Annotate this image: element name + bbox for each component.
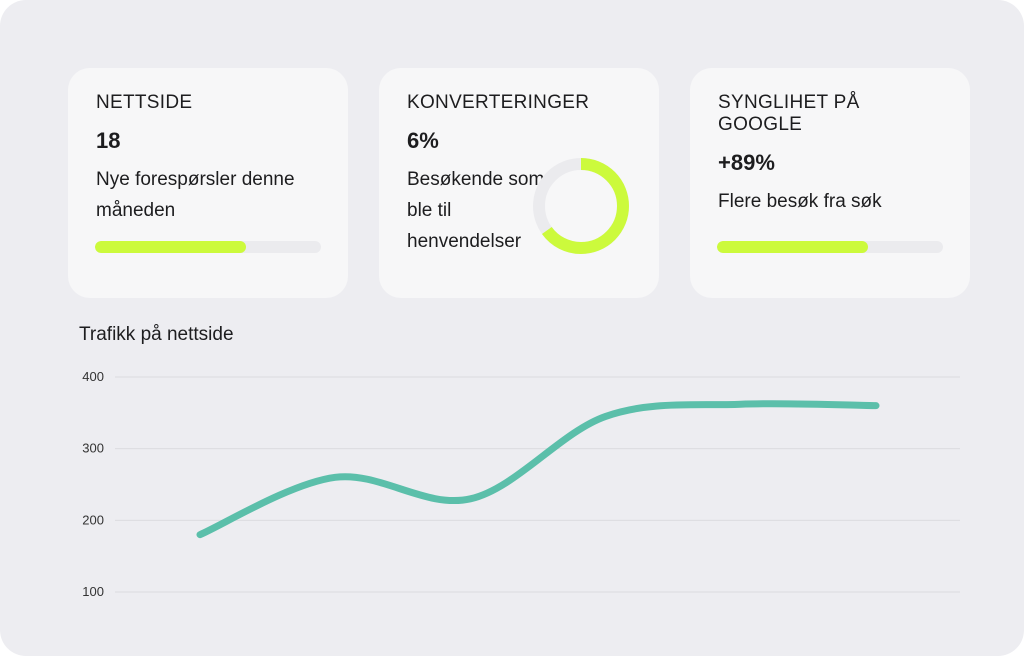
traffic-line-chart: 400 300 200 100 bbox=[82, 369, 960, 599]
donut-fill bbox=[533, 158, 629, 254]
chart-title: Trafikk på nettside bbox=[79, 324, 234, 345]
progress-bar bbox=[95, 241, 321, 253]
card-value: 6% bbox=[407, 128, 439, 153]
y-tick-label: 300 bbox=[82, 441, 104, 456]
card-nettside: NETTSIDE 18 Nye forespørsler denne måned… bbox=[68, 68, 348, 298]
card-title: NETTSIDE bbox=[96, 92, 193, 113]
card-title: SYNGLIHET PÅ GOOGLE bbox=[718, 92, 860, 135]
progress-bar bbox=[717, 241, 943, 253]
donut-progress bbox=[533, 158, 629, 254]
card-synlighet: SYNGLIHET PÅ GOOGLE +89% Flere besøk fra… bbox=[690, 68, 970, 298]
progress-bar-fill bbox=[717, 241, 869, 253]
card-description: Besøkende som ble til henvendelser bbox=[407, 169, 545, 252]
y-tick-label: 400 bbox=[82, 369, 104, 384]
progress-bar-fill bbox=[95, 241, 247, 253]
card-value: +89% bbox=[718, 150, 775, 175]
card-konverteringer: KONVERTERINGER 6% Besøkende som ble til … bbox=[379, 68, 659, 298]
card-description: Nye forespørsler denne måneden bbox=[96, 169, 295, 221]
card-title: KONVERTERINGER bbox=[407, 92, 590, 113]
card-value: 18 bbox=[96, 128, 121, 153]
traffic-series-line bbox=[196, 400, 880, 539]
card-description: Flere besøk fra søk bbox=[718, 191, 882, 212]
y-tick-label: 100 bbox=[82, 584, 104, 599]
y-tick-label: 200 bbox=[82, 512, 104, 527]
